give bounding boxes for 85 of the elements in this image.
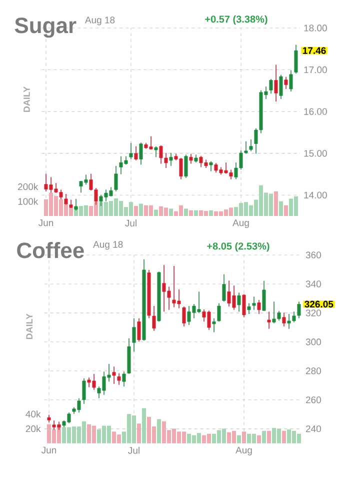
- x-tick-label: Aug: [232, 220, 249, 228]
- bar: [188, 210, 193, 216]
- y-tick-label: 360: [306, 252, 321, 258]
- y-tick-label: 15.00: [304, 150, 327, 157]
- y-tick-label: 240: [306, 425, 321, 432]
- bar: [266, 430, 271, 444]
- candlestick: [249, 139, 253, 152]
- candlestick: [279, 74, 283, 100]
- text: DAILY: [24, 86, 30, 112]
- y-tick-label: 260: [306, 396, 321, 404]
- bar: [262, 430, 266, 444]
- candlestick: [284, 76, 288, 90]
- chart-subtitle: Aug 18: [93, 241, 123, 250]
- bar: [208, 210, 213, 216]
- candlestick: [242, 294, 246, 318]
- x-tick-label: Jul: [125, 220, 136, 227]
- candlestick: [112, 366, 116, 384]
- candlestick: [139, 142, 143, 166]
- y-tick-label: 16.00: [304, 108, 327, 115]
- chart-title: Coffee: [17, 242, 84, 258]
- candlestick: [262, 280, 266, 312]
- text: DAILY: [26, 314, 32, 340]
- bar: [142, 408, 146, 444]
- candlestick: [132, 318, 136, 352]
- candlestick: [117, 372, 121, 386]
- candlestick: [247, 302, 251, 314]
- candlestick: [217, 302, 221, 322]
- bar: [134, 206, 138, 216]
- bar: [284, 205, 288, 216]
- chart-subtitle: Aug 18: [84, 16, 115, 26]
- y-tick-label: 14.00: [304, 192, 327, 198]
- candlestick: [182, 306, 186, 327]
- text: 17.46: [302, 47, 326, 54]
- y-tick-label: 300: [306, 338, 321, 346]
- bar: [274, 191, 278, 216]
- candlestick: [209, 160, 213, 172]
- bar: [282, 430, 286, 444]
- candlestick: [269, 78, 273, 94]
- bar: [256, 435, 261, 444]
- y2-tick-label: 20k: [26, 425, 41, 432]
- candlestick: [114, 165, 118, 192]
- candlestick: [184, 154, 188, 178]
- candlestick: [252, 296, 256, 310]
- bar: [194, 210, 198, 216]
- text: +0.57 (3.38%): [205, 15, 268, 25]
- y2-tick-label: 40k: [26, 410, 41, 418]
- bar: [278, 201, 283, 216]
- y-tick-label: 17.00: [304, 66, 327, 74]
- candlestick: [137, 318, 141, 342]
- x-tick-label: Aug: [236, 446, 252, 456]
- bar: [136, 424, 141, 444]
- candlestick: [237, 292, 241, 312]
- bar: [168, 208, 173, 216]
- candlestick: [189, 153, 193, 164]
- bar: [184, 208, 188, 216]
- candlestick: [129, 142, 133, 160]
- bar: [138, 204, 143, 216]
- text: +8.05 (2.53%): [207, 242, 270, 252]
- candlestick: [134, 146, 138, 161]
- bar: [236, 435, 241, 444]
- candlestick: [282, 312, 286, 327]
- candlestick: [257, 300, 261, 314]
- y-tick-label: 340: [306, 280, 321, 288]
- candlestick: [82, 378, 86, 404]
- candlestick: [289, 70, 293, 92]
- chart-title: Sugar: [14, 18, 76, 38]
- candlestick: [122, 371, 126, 387]
- y-tick-label: 320: [306, 310, 321, 316]
- candlestick: [169, 152, 173, 166]
- candlestick: [274, 64, 278, 102]
- y2-tick-label: 100k: [18, 198, 38, 205]
- y2-tick-label: 200k: [18, 183, 38, 190]
- bar: [156, 419, 161, 444]
- x-tick-label: Jun: [41, 446, 56, 454]
- y-tick-label: 280: [306, 368, 321, 374]
- bar: [154, 210, 158, 216]
- text: 326.05: [304, 300, 334, 308]
- candlestick: [154, 146, 158, 158]
- candlestick: [267, 311, 271, 330]
- candlestick: [294, 44, 298, 74]
- candlestick: [212, 318, 216, 333]
- candlestick: [222, 274, 226, 302]
- y-tick-label: 18.00: [304, 24, 327, 32]
- x-tick-label: Jul: [128, 446, 140, 454]
- x-tick-label: Jun: [38, 220, 54, 226]
